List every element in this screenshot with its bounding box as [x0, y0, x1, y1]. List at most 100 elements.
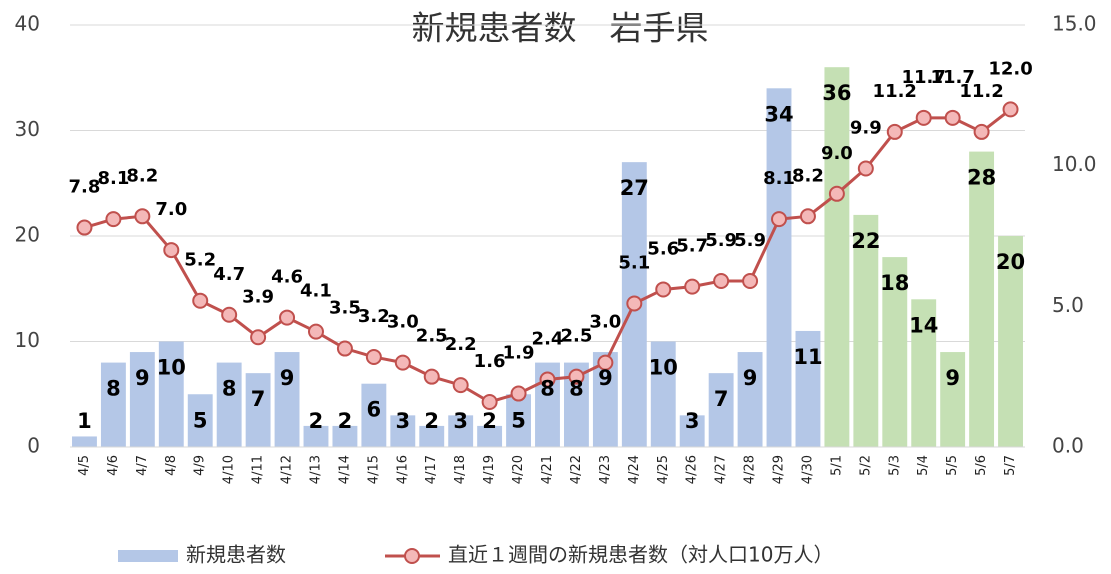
- line-marker: [597, 354, 614, 371]
- x-tick-label: 4/13: [308, 455, 323, 484]
- x-tick-label: 4/10: [222, 455, 237, 484]
- line-label: 2.4: [532, 328, 564, 349]
- line-marker: [886, 123, 903, 140]
- line-marker: [452, 377, 469, 394]
- x-tick-label: 5/7: [1003, 455, 1018, 476]
- bar: [419, 425, 445, 447]
- line-marker: [307, 323, 324, 340]
- line-marker: [423, 368, 440, 385]
- line-label: 7.8: [69, 177, 101, 198]
- bar-label: 8: [106, 377, 121, 401]
- x-tick-label: 5/1: [829, 455, 844, 476]
- bar-label: 2: [309, 409, 324, 433]
- bar-label: 2: [482, 409, 497, 433]
- chart-title: 新規患者数 岩手県: [412, 9, 709, 48]
- bar: [477, 425, 503, 447]
- bar: [679, 415, 705, 447]
- bar-label: 9: [280, 366, 295, 390]
- bar: [158, 341, 184, 447]
- x-tick-label: 4/24: [627, 455, 642, 484]
- bar: [940, 352, 966, 447]
- bar: [824, 67, 850, 447]
- line-label: 5.1: [618, 253, 650, 274]
- line-marker: [105, 211, 122, 228]
- bar: [245, 373, 271, 447]
- line-label: 4.7: [213, 264, 245, 285]
- x-tick-label: 4/15: [366, 455, 381, 484]
- line-marker: [365, 348, 382, 365]
- line-marker: [539, 371, 556, 388]
- bar-label: 3: [685, 409, 700, 433]
- x-tick-label: 4/25: [656, 455, 671, 484]
- line-label: 2.5: [560, 326, 592, 347]
- line-marker: [1002, 101, 1019, 118]
- line-marker: [250, 329, 267, 346]
- line-marker: [192, 292, 209, 309]
- x-tick-label: 5/6: [974, 455, 989, 476]
- line-marker: [336, 340, 353, 357]
- bar-label: 10: [649, 356, 678, 380]
- bar: [303, 425, 329, 447]
- line-label: 4.6: [271, 267, 303, 288]
- bar: [998, 236, 1023, 447]
- x-tick-label: 4/26: [685, 455, 700, 484]
- bar: [72, 436, 97, 447]
- legend-swatch: [118, 550, 178, 562]
- bar: [506, 394, 532, 447]
- bar: [332, 425, 358, 447]
- bar: [969, 151, 995, 447]
- bar-label: 34: [764, 102, 793, 126]
- x-tick-label: 5/5: [945, 455, 960, 476]
- line-label: 3.0: [387, 312, 419, 333]
- line-label: 5.6: [647, 238, 679, 259]
- x-tick-label: 4/5: [77, 455, 92, 476]
- x-tick-label: 4/7: [135, 455, 150, 476]
- y-tick-label: 40: [15, 12, 40, 36]
- x-tick-label: 4/19: [482, 455, 497, 484]
- bar-label: 7: [714, 387, 729, 411]
- x-tick-label: 4/12: [280, 455, 295, 484]
- line-marker: [134, 208, 151, 225]
- bar-label: 8: [569, 377, 584, 401]
- bar: [274, 352, 300, 447]
- bar: [129, 352, 155, 447]
- bar-label: 36: [822, 81, 851, 105]
- x-tick-label: 4/27: [714, 455, 729, 484]
- bar-label: 18: [880, 271, 909, 295]
- x-tick-label: 5/2: [858, 455, 873, 476]
- bar-label: 9: [598, 366, 613, 390]
- bar: [882, 257, 908, 447]
- line-label: 11.2: [873, 81, 917, 102]
- bar-label: 5: [511, 408, 526, 432]
- line-marker: [221, 306, 238, 323]
- line-marker: [655, 281, 672, 298]
- bar-label: 5: [193, 408, 208, 432]
- line-label: 1.9: [503, 343, 535, 364]
- line-marker: [684, 278, 701, 295]
- bar-label: 8: [222, 377, 237, 401]
- line-label: 7.0: [155, 199, 187, 220]
- x-tick-label: 4/20: [511, 455, 526, 484]
- bar: [361, 383, 387, 447]
- x-tick-label: 4/21: [540, 455, 555, 484]
- line-label: 3.2: [358, 306, 390, 327]
- line-label: 9.9: [850, 117, 882, 138]
- bar: [100, 362, 126, 447]
- bar-label: 10: [157, 356, 186, 380]
- bar-label: 9: [135, 366, 150, 390]
- line-marker: [279, 309, 296, 326]
- x-tick-label: 4/22: [569, 455, 584, 484]
- line-marker: [915, 109, 932, 126]
- x-tick-label: 4/29: [772, 455, 787, 484]
- legend-label: 新規患者数: [186, 543, 286, 567]
- x-tick-label: 4/14: [337, 455, 352, 484]
- bar: [911, 299, 937, 447]
- bar: [448, 415, 474, 447]
- line-marker: [163, 242, 180, 259]
- line-label: 2.2: [445, 334, 477, 355]
- y2-tick-label: 5.0: [1052, 293, 1084, 317]
- line-label: 5.9: [705, 230, 737, 251]
- x-tick-label: 5/3: [887, 455, 902, 476]
- line-label: 8.1: [763, 168, 795, 189]
